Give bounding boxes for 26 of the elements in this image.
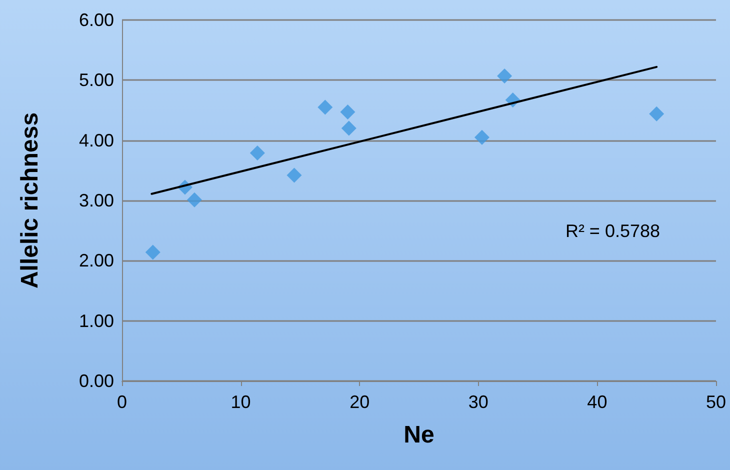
point bbox=[341, 120, 356, 136]
point bbox=[497, 68, 512, 84]
annotation: R² = 0.5788 bbox=[565, 221, 660, 241]
x-axis-title: Ne bbox=[404, 422, 434, 448]
point bbox=[340, 104, 356, 120]
x-tick-label: 40 bbox=[587, 392, 608, 412]
y-tick-label: 0.00 bbox=[78, 371, 114, 391]
point bbox=[286, 168, 302, 183]
x-tick-label: 50 bbox=[706, 392, 726, 412]
x-tick-label: 20 bbox=[350, 392, 370, 412]
x-tick-label: 30 bbox=[468, 392, 488, 412]
y-tick-label: 6.00 bbox=[78, 10, 114, 30]
point bbox=[649, 106, 664, 122]
point bbox=[145, 244, 160, 260]
x-tick-label: 10 bbox=[230, 392, 251, 412]
y-axis-title: Allelic richness bbox=[16, 112, 44, 289]
point bbox=[318, 100, 333, 115]
y-tick-label: 2.00 bbox=[78, 250, 114, 271]
y-tick-label: 4.00 bbox=[78, 130, 114, 150]
point bbox=[250, 145, 265, 160]
point bbox=[186, 192, 202, 208]
y-tick-label: 1.00 bbox=[78, 310, 114, 331]
y-tick-label: 3.00 bbox=[78, 190, 114, 210]
x-tick-label: 0 bbox=[116, 392, 128, 412]
point bbox=[474, 130, 490, 145]
y-tick-label: 5.00 bbox=[78, 70, 114, 90]
